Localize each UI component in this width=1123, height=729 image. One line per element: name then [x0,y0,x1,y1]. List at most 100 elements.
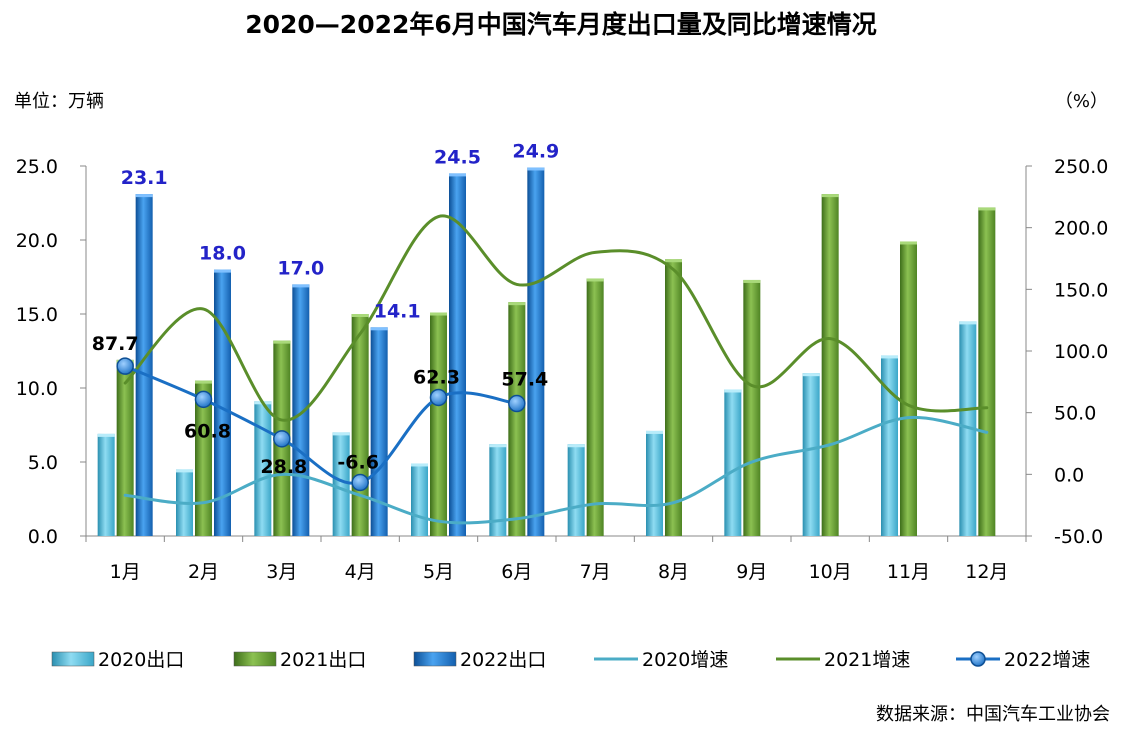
bar-2021-cap [351,314,369,317]
bar-2021 [430,312,447,536]
bar-2022 [292,284,310,536]
right-tick-label: 150.0 [1054,279,1108,301]
line-2021-growth [123,214,989,422]
bar-2022 [370,327,388,536]
bar-2021 [978,207,996,536]
bar-series [97,167,996,537]
bar-2020 [332,432,350,536]
bar-2020 [411,463,428,536]
growth-2022-value-label: 28.8 [260,456,307,478]
bar-2021 [821,194,839,536]
growth-2022-marker [429,388,448,407]
bar-2022-value-label: 14.1 [374,300,421,322]
bar-2022-cap [292,284,310,288]
x-tick-label: 5月 [423,561,454,583]
bar-2021-cap [508,302,526,306]
legend: 2020出口 2021出口 2022出口 2020增速 2021增速 2022增速 [51,649,1090,671]
right-tick-label: 200.0 [1054,218,1108,240]
legend-swatch [51,651,95,667]
bar-2021 [116,359,134,536]
bar-2021 [351,314,369,536]
growth-2022-value-label: 87.7 [92,333,139,355]
legend-marker [970,651,986,667]
left-tick-label: 10.0 [16,378,58,400]
left-tick-label: 20.0 [16,230,58,252]
right-axis-unit: （%） [1055,91,1108,112]
growth-2022-marker [194,390,213,409]
line-series [116,214,989,525]
bar-2020 [724,389,742,536]
bar-2020 [881,355,898,536]
growth-2022-marker [273,430,291,448]
bar-2021-cap [821,194,839,198]
growth-2022-value-label: -6.6 [337,451,379,473]
bar-2022-cap [135,194,153,198]
bar-2020-cap [176,469,193,473]
legend-label: 2020出口 [98,649,184,671]
bar-2020-cap [959,321,977,325]
x-tick-label: 1月 [110,561,141,583]
bar-2020-cap [881,355,898,359]
left-tick-label: 0.0 [28,526,58,548]
bar-2022 [135,194,153,536]
bar-2020 [646,430,663,536]
legend-label: 2020增速 [642,649,728,671]
bar-2021-cap [273,340,291,344]
legend-label: 2021出口 [280,649,366,671]
bar-2021 [665,259,682,536]
x-tick-label: 3月 [266,561,297,583]
growth-2022-marker [351,473,369,492]
bar-2020-cap [97,433,115,437]
x-tick-label: 4月 [345,561,376,583]
bar-2020-cap [489,444,507,448]
bar-2022-cap [370,327,388,331]
legend-label: 2022增速 [1004,649,1090,671]
bar-2021-cap [665,259,682,263]
bar-2021-cap [900,241,917,245]
line-2020-growth [123,415,989,525]
x-tick-label: 12月 [965,561,1008,583]
bar-2020-cap [802,373,820,377]
bar-2020-cap [567,444,585,448]
growth-2022-marker [116,357,134,375]
left-axis-unit: 单位：万辆 [14,91,104,112]
bar-2021-cap [430,312,447,316]
bar-2021 [743,279,761,536]
bar-2020-cap [646,430,663,434]
bar-2020 [567,444,585,536]
right-tick-label: 250.0 [1054,156,1108,178]
right-tick-label: -50.0 [1054,526,1103,548]
bar-2020-cap [724,389,742,393]
left-tick-label: 5.0 [28,452,58,474]
right-tick-label: 0.0 [1054,464,1084,486]
bar-2022-value-label: 23.1 [121,167,168,189]
bar-2020 [802,373,820,536]
growth-2022-value-label: 60.8 [184,420,231,442]
bar-2021 [195,380,212,536]
x-tick-label: 7月 [580,561,611,583]
right-tick-label: 50.0 [1054,403,1096,425]
x-tick-label: 9月 [736,561,767,583]
x-tick-label: 6月 [501,561,532,583]
bar-2022 [449,173,466,536]
source-note: 数据来源：中国汽车工业协会 [876,704,1110,725]
left-tick-label: 15.0 [16,304,58,326]
axes: 0.0 5.0 10.0 15.0 20.0 25.0 -50.0 0.0 50.0 100.0 1… [16,156,1109,583]
bar-2020-cap [332,432,350,436]
right-tick-label: 100.0 [1054,341,1108,363]
legend-label: 2022出口 [460,649,546,671]
bar-2020 [97,433,115,536]
legend-label: 2021增速 [824,649,910,671]
bar-2021-cap [195,380,212,384]
bar-2022-value-label: 24.5 [434,146,481,168]
bar-2021-cap [743,279,761,283]
legend-swatch [233,651,277,667]
data-labels: 23.1 18.0 17.0 14.1 24.5 24.9 87.7 60.8 28.8 -6.6… [92,140,560,477]
chart-title: 2020—2022年6月中国汽车月度出口量及同比增速情况 [245,10,877,39]
growth-2022-marker [508,394,526,413]
bar-2022-value-label: 24.9 [512,140,559,162]
growth-2022-value-label: 57.4 [501,369,548,391]
bar-2021 [508,302,526,536]
bar-2022-value-label: 17.0 [277,257,324,279]
